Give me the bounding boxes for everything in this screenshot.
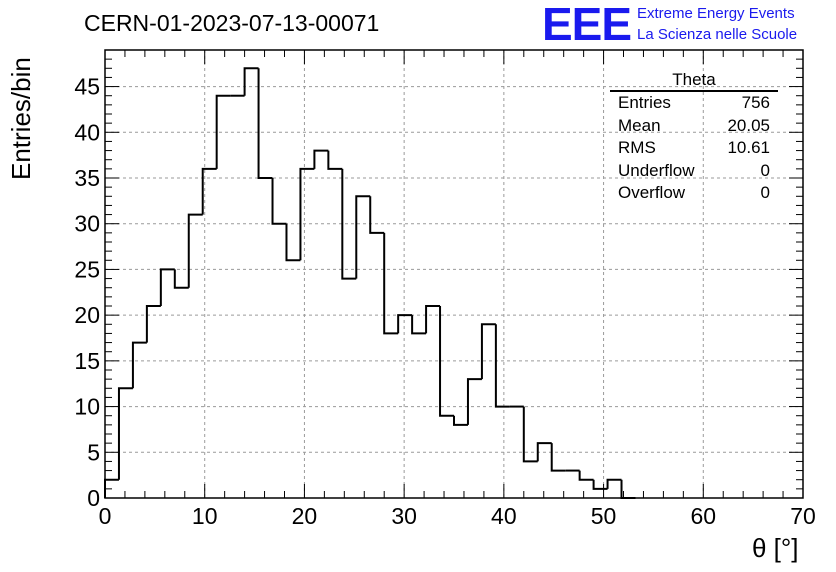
histogram-bin xyxy=(425,305,441,334)
stats-row: Overflow 0 xyxy=(610,182,778,205)
histogram-bin xyxy=(117,387,133,480)
histogram-bin xyxy=(285,223,301,262)
stats-value: 756 xyxy=(741,93,770,112)
histogram-bin xyxy=(550,443,566,472)
x-tick-label: 20 xyxy=(292,503,318,529)
y-tick-label: 25 xyxy=(74,256,100,282)
stats-value: 20.05 xyxy=(727,115,770,135)
histogram-bin xyxy=(313,149,329,169)
stats-box: Theta Entries 756 Mean 20.05 RMS 10.61 U… xyxy=(610,70,778,205)
eee-logo: EEE xyxy=(542,0,632,50)
stats-value: 0 xyxy=(760,183,770,202)
logo-caption-line1: Extreme Energy Events xyxy=(637,5,795,22)
x-tick-label: 30 xyxy=(391,503,417,529)
x-tick-label: 40 xyxy=(491,503,517,529)
logo-caption-line2: La Scienza nelle Scuole xyxy=(637,26,798,43)
histogram-bin xyxy=(257,68,273,179)
tick-labels: 0 10 20 30 40 50 60 70 0 5 10 15 20 25 30 35 40 45 xyxy=(74,74,815,529)
x-tick-label: 60 xyxy=(690,503,716,529)
x-axis-label: θ [°] xyxy=(752,533,799,563)
histogram-bin xyxy=(397,314,413,334)
x-tick-label: 10 xyxy=(192,503,218,529)
histogram-bin xyxy=(173,269,189,289)
y-tick-label: 10 xyxy=(74,394,100,420)
histogram-bin xyxy=(243,67,259,96)
histogram-bin xyxy=(369,196,385,234)
stats-label: RMS xyxy=(618,138,656,157)
histogram-bin xyxy=(466,378,482,425)
stats-value: 0 xyxy=(760,160,770,180)
x-tick-label: 50 xyxy=(591,503,617,529)
histogram-bin xyxy=(439,306,454,417)
histogram-bin xyxy=(411,315,427,335)
stats-row: Underflow 0 xyxy=(610,160,778,183)
histogram-bin xyxy=(383,232,399,335)
histogram-bin xyxy=(159,268,175,306)
stats-row: RMS 10.61 xyxy=(610,137,778,160)
x-tick-label: 0 xyxy=(99,503,112,529)
y-tick-label: 5 xyxy=(87,439,100,465)
histogram-bin xyxy=(201,167,217,215)
histogram-bin xyxy=(578,470,594,481)
stats-label: Overflow xyxy=(618,183,686,202)
stats-label: Underflow xyxy=(618,160,695,180)
y-axis-label: Entries/bin xyxy=(6,57,36,180)
stats-label: Entries xyxy=(618,93,671,112)
y-tick-label: 30 xyxy=(74,211,100,237)
stats-row: Entries 756 xyxy=(610,92,778,115)
histogram-bin xyxy=(299,167,315,261)
histogram-bin xyxy=(341,168,357,280)
y-tick-label: 15 xyxy=(74,348,100,374)
histogram-bin xyxy=(480,323,496,380)
histogram-bin xyxy=(215,94,231,169)
histogram-bin xyxy=(131,341,147,389)
histogram-bin xyxy=(606,478,622,489)
histogram-bin xyxy=(271,178,287,225)
histogram-bin xyxy=(355,195,371,279)
logo-caption: Extreme Energy Events La Scienza nelle S… xyxy=(637,3,797,45)
histogram-bins xyxy=(104,67,636,499)
histogram-bin xyxy=(187,213,203,288)
histogram-bin xyxy=(453,415,468,426)
histogram-bin xyxy=(494,324,510,408)
histogram-bin xyxy=(536,442,552,462)
chart-title: CERN-01-2023-07-13-00071 xyxy=(84,10,380,36)
y-tick-label: 45 xyxy=(74,74,100,100)
grid-lines xyxy=(105,50,803,498)
stats-box-title: Theta xyxy=(610,70,778,92)
y-tick-label: 20 xyxy=(74,302,100,328)
y-tick-label: 40 xyxy=(74,119,100,145)
y-tick-label: 0 xyxy=(87,485,100,511)
histogram-bin xyxy=(522,406,538,463)
x-tick-label: 70 xyxy=(790,503,816,529)
stats-row: Mean 20.05 xyxy=(610,115,778,138)
stats-value: 10.61 xyxy=(727,138,770,157)
plot-frame xyxy=(104,49,804,499)
y-tick-label: 35 xyxy=(74,165,100,191)
histogram-bin xyxy=(327,150,343,170)
histogram-bin xyxy=(145,305,161,343)
stats-label: Mean xyxy=(618,115,661,135)
histogram-bin xyxy=(592,479,608,490)
